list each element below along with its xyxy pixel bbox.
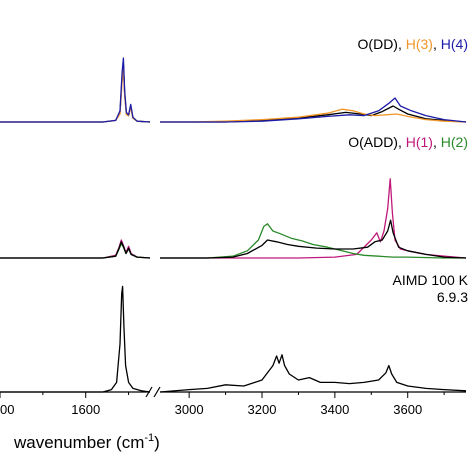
panel-label-part-middle-1: , [398, 134, 406, 150]
tick-label-1600: 1600 [71, 402, 100, 417]
panel-label-part-middle-3: , [433, 134, 441, 150]
panel-label-middle: O(ADD), H(1), H(2) [348, 134, 468, 150]
panel-label-part-middle-2: H(1) [406, 134, 433, 150]
plot-area [0, 57, 467, 393]
series-bottom-0-seg0 [0, 285, 151, 393]
tick-label-3400: 3400 [320, 402, 349, 417]
panel-label-part-middle-4: H(2) [441, 134, 468, 150]
panel-label-part-top-1: , [398, 36, 406, 52]
series-bottom-0-seg1 [159, 354, 467, 393]
series-top-1-seg1 [160, 108, 467, 123]
panel-label-bottom-line-0: AIMD 100 K [393, 272, 469, 288]
series-middle-1-seg1 [160, 223, 466, 259]
panel-label-part-top-3: , [433, 36, 441, 52]
x-axis-title: wavenumber (cm-1) [13, 432, 160, 452]
panel-label-bottom-line-1: 6.9.3 [437, 289, 468, 305]
series-middle-2-seg1 [160, 219, 467, 259]
panel-label-part-top-0: O(DD) [358, 36, 398, 52]
tick-label-3000: 3000 [175, 402, 204, 417]
panel-label-top: O(DD), H(3), H(4) [358, 36, 468, 52]
tick-label-3200: 3200 [248, 402, 277, 417]
x-axis: 1400 1600 3000 3200 3400 3600 [0, 386, 466, 417]
series-middle-0-seg1 [160, 178, 467, 259]
series-middle-2-seg0 [0, 241, 151, 259]
panel-label-part-top-4: H(4) [441, 36, 468, 52]
series-top-2-seg0 [0, 57, 151, 123]
panel-label-part-middle-0: O(ADD) [348, 134, 398, 150]
axis-break-mark-1 [153, 386, 161, 398]
tick-label-3600: 3600 [393, 402, 422, 417]
axis-break-mark-0 [145, 386, 153, 398]
panel-labels: O(DD), H(3), H(4) O(ADD), H(1), H(2) AIMD … [348, 36, 468, 305]
series-top-2-seg1 [160, 97, 467, 123]
tick-label-1400: 1400 [0, 402, 14, 417]
panel-label-part-top-2: H(3) [406, 36, 433, 52]
